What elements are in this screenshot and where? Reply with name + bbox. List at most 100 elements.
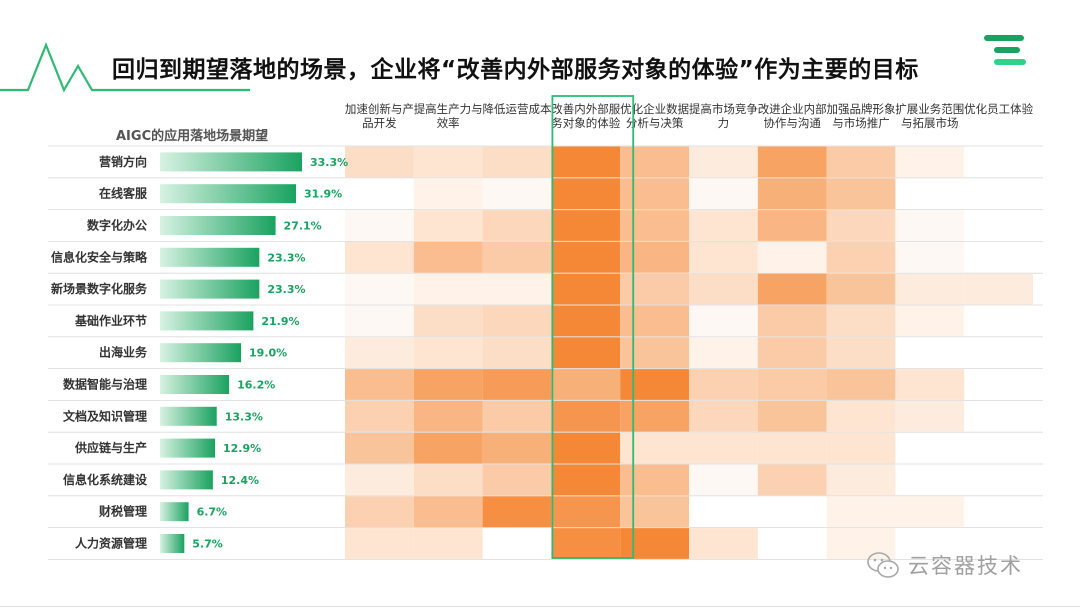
column-header: 优化员工体验: [964, 102, 1033, 116]
heatmap-cell: [551, 400, 621, 432]
heatmap-cell: [482, 432, 552, 464]
row-label: 出海业务: [99, 345, 148, 360]
watermark: 云容器技术: [866, 550, 1023, 580]
heatmap-cell: [345, 146, 414, 178]
heatmap-cell: [757, 305, 827, 337]
heatmap-cell: [689, 337, 758, 369]
heatmap-cell: [551, 432, 621, 464]
heatmap-cell: [345, 337, 414, 369]
heatmap-cell: [689, 400, 758, 432]
heatmap-cell: [826, 464, 896, 496]
heatmap-cell: [895, 496, 965, 528]
heatmap-cell: [413, 369, 483, 400]
heatmap-cell: [551, 496, 621, 528]
heatmap-cell: [620, 400, 689, 432]
row-label: 新场景数字化服务: [51, 281, 148, 296]
column-header: 优化企业数据分析与决策: [620, 102, 689, 130]
column-header: 提高市场竞争力: [689, 102, 758, 130]
heatmap-cell: [413, 496, 483, 528]
heatmap-cell: [482, 496, 552, 528]
heatmap-cell: [345, 305, 414, 337]
heatmap-cell: [413, 210, 483, 241]
heatmap-cell: [757, 241, 827, 273]
bar: [160, 311, 254, 331]
heatmap-cell: [689, 178, 758, 210]
heatmap-cell: [551, 178, 621, 210]
heatmap-cell: [620, 146, 689, 178]
heatmap-cell: [826, 337, 896, 369]
heatmap-cell: [689, 273, 758, 305]
bar: [160, 406, 217, 426]
heatmap-cell: [620, 528, 689, 559]
heatmap-cell: [482, 305, 552, 337]
heatmap-cell: [620, 369, 689, 400]
bar-value-label: 31.9%: [304, 188, 342, 201]
heatmap-cell: [551, 241, 621, 273]
heatmap-cell: [757, 464, 827, 496]
heatmap-cell: [482, 400, 552, 432]
heatmap-cell: [689, 241, 758, 273]
heatmap-cell: [482, 210, 552, 241]
heatmap-cell: [345, 241, 414, 273]
heatmap-cell: [413, 400, 483, 432]
bar-value-label: 13.3%: [225, 410, 263, 423]
bar: [160, 534, 185, 553]
bar-value-label: 27.1%: [284, 220, 322, 233]
heatmap-cell: [413, 178, 483, 210]
heatmap-cell: [551, 146, 621, 178]
heatmap-cell: [620, 305, 689, 337]
heatmap-cell: [895, 273, 965, 305]
heatmap-cell: [551, 464, 621, 496]
heatmap-cell: [620, 273, 689, 305]
heatmap-cell: [482, 337, 552, 369]
heatmap-cell: [551, 369, 621, 400]
heatmap-cell: [551, 337, 621, 369]
heatmap-cell: [345, 432, 414, 464]
heatmap-cell: [895, 369, 965, 400]
row-label: 数据智能与治理: [63, 377, 147, 392]
bar-value-label: 12.9%: [223, 442, 261, 455]
heatmap-cell: [551, 528, 621, 559]
heatmap-cell: [482, 178, 552, 210]
row-label: 财税管理: [98, 504, 147, 519]
column-header: 加速创新与产品开发: [345, 102, 414, 130]
bar: [160, 375, 230, 394]
bar: [160, 247, 260, 267]
heatmap-cell: [620, 496, 689, 528]
heatmap-cell: [413, 432, 483, 464]
row-label: 人力资源管理: [75, 536, 147, 551]
heatmap-cell: [551, 210, 621, 241]
heatmap-cell: [757, 400, 827, 432]
bar-value-label: 23.3%: [267, 283, 305, 296]
heatmap-cell: [826, 305, 896, 337]
heatmap-cell: [345, 210, 414, 241]
heatmap-cell: [345, 400, 414, 432]
heatmap-cell: [689, 464, 758, 496]
heatmap-cell: [413, 273, 483, 305]
bar: [160, 438, 216, 458]
bar: [160, 279, 260, 299]
heatmap-cell: [757, 178, 827, 210]
heatmap-cell: [895, 400, 965, 432]
heatmap-cell: [345, 528, 414, 559]
heatmap-cell: [345, 464, 414, 496]
slide-title: 回归到期望落地的场景，企业将“改善内外部服务对象的体验”作为主要的目标: [112, 57, 919, 83]
heatmap-cell: [826, 178, 896, 210]
heatmap-cell: [413, 464, 483, 496]
brand-logo-icon: [984, 35, 1026, 65]
heatmap-cell: [895, 146, 965, 178]
column-header: 降低运营成本: [483, 102, 552, 116]
heatmap-cell: [826, 273, 896, 305]
heatmap-cell: [826, 369, 896, 400]
heatmap-cell: [413, 305, 483, 337]
wechat-icon: [867, 552, 899, 578]
heatmap-cell: [620, 337, 689, 369]
column-header: 扩展业务范围与拓展市场: [895, 102, 964, 130]
heatmap-cell: [757, 369, 827, 400]
heatmap-cell: [895, 305, 965, 337]
heatmap-cell: [689, 528, 758, 559]
heatmap-cell: [757, 146, 827, 178]
bar-value-label: 33.3%: [310, 156, 348, 169]
heatmap-cell: [757, 337, 827, 369]
